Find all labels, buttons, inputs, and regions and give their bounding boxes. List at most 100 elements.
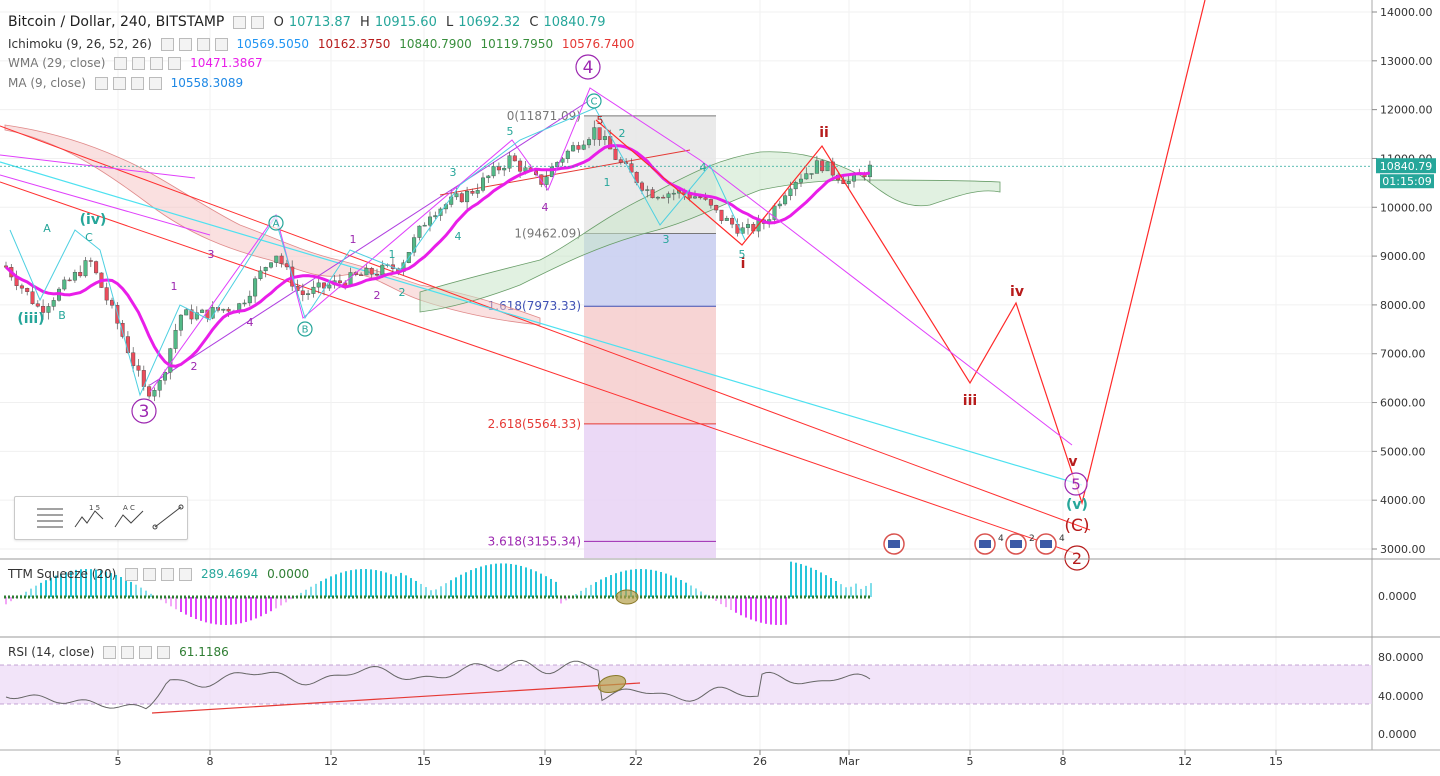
candle-body bbox=[502, 167, 507, 171]
eye-icon[interactable] bbox=[114, 57, 128, 70]
ma-value: 10558.3089 bbox=[170, 76, 244, 90]
candle-body bbox=[168, 348, 173, 373]
rsi-legend[interactable]: RSI (14, close) 61.1186 bbox=[8, 645, 234, 661]
ma-legend[interactable]: MA (9, close) 10558.3089 bbox=[8, 76, 248, 92]
trendlines[interactable] bbox=[0, 99, 1091, 556]
cyan-trendline[interactable] bbox=[0, 161, 1083, 486]
time-tick-label: 12 bbox=[1178, 755, 1192, 768]
candle-body bbox=[94, 261, 99, 274]
cyan-waves[interactable] bbox=[9, 107, 746, 397]
candle-body bbox=[62, 279, 67, 290]
wave-circle bbox=[1064, 545, 1090, 571]
symbol-title: Bitcoin / Dollar, 240, BITSTAMP bbox=[8, 14, 225, 30]
channel-lower[interactable] bbox=[0, 181, 1081, 556]
wave-label: 5 bbox=[507, 125, 514, 138]
eye-icon[interactable] bbox=[94, 77, 108, 90]
squeeze-v2: 0.0000 bbox=[267, 567, 310, 581]
candle-body bbox=[481, 177, 486, 191]
candle-body bbox=[131, 352, 136, 366]
wave-label: v bbox=[1068, 454, 1077, 470]
flag-fill bbox=[1040, 540, 1052, 548]
price-tick-label: 8000.00 bbox=[1380, 299, 1426, 312]
close-icon[interactable] bbox=[148, 77, 162, 90]
fib-tool-icon[interactable] bbox=[33, 503, 67, 531]
wave-label: iii bbox=[963, 393, 977, 409]
rsi-tick-label: 0.0000 bbox=[1378, 728, 1417, 741]
time-tick-label: 8 bbox=[207, 755, 214, 768]
close-icon[interactable] bbox=[214, 38, 228, 51]
wave-circle bbox=[1064, 472, 1088, 496]
price-axis[interactable]: 14000.0013000.0012000.0011000.0010000.00… bbox=[1372, 6, 1433, 556]
settings-icon[interactable] bbox=[112, 77, 126, 90]
wave-label: i bbox=[741, 256, 746, 272]
candle-body bbox=[698, 196, 703, 199]
candle-body bbox=[650, 189, 655, 199]
candle-body bbox=[804, 173, 809, 180]
wave-projection[interactable] bbox=[9, 0, 1206, 506]
rsi-tick-label: 40.0000 bbox=[1378, 690, 1424, 703]
candle-body bbox=[263, 267, 268, 272]
code-icon[interactable] bbox=[139, 646, 153, 659]
time-axis[interactable]: 5 8 12 15 19 22 26 Mar 5 8 12 15 bbox=[115, 750, 1284, 768]
code-icon[interactable] bbox=[150, 57, 164, 70]
candle-body bbox=[820, 160, 825, 172]
candle-body bbox=[475, 190, 480, 194]
time-tick-label: 19 bbox=[538, 755, 552, 768]
close-icon[interactable] bbox=[157, 646, 171, 659]
wave-label: 1 bbox=[604, 176, 611, 189]
ichimoku-v2: 10162.3750 bbox=[317, 37, 391, 51]
eye-icon[interactable] bbox=[103, 646, 117, 659]
trendline-icon[interactable] bbox=[151, 503, 185, 531]
eye-icon[interactable] bbox=[160, 38, 174, 51]
close-icon[interactable] bbox=[168, 57, 182, 70]
wave-label: 1 bbox=[171, 280, 178, 293]
ichimoku-legend[interactable]: Ichimoku (9, 26, 52, 26) 10569.5050 1016… bbox=[8, 37, 639, 53]
code-icon[interactable] bbox=[161, 568, 175, 581]
candle-body bbox=[719, 209, 724, 221]
code-icon[interactable] bbox=[130, 77, 144, 90]
event-badges[interactable]: 4 2 4 bbox=[883, 533, 1065, 555]
squeeze-label: TTM Squeeze (20) bbox=[8, 567, 117, 581]
settings-icon[interactable] bbox=[132, 57, 146, 70]
wave-circle-label: C bbox=[591, 97, 598, 108]
wave-circle-label: A bbox=[273, 219, 280, 230]
settings-icon[interactable] bbox=[178, 38, 192, 51]
elliott-correction-icon[interactable]: A C bbox=[113, 503, 147, 531]
close-icon[interactable] bbox=[179, 568, 193, 581]
elliott-impulse-icon[interactable]: 1 5 bbox=[73, 503, 107, 531]
candle-body bbox=[247, 295, 252, 304]
wave-circle-label: 5 bbox=[1071, 475, 1081, 493]
candle-body bbox=[454, 193, 459, 198]
code-icon[interactable] bbox=[196, 38, 210, 51]
eye-icon[interactable] bbox=[125, 568, 139, 581]
red-projection[interactable] bbox=[595, 0, 1206, 506]
ichimoku-v3: 10840.7900 bbox=[399, 37, 472, 51]
candle-body bbox=[83, 260, 88, 277]
candle-body bbox=[269, 262, 274, 268]
high-label: H bbox=[360, 15, 370, 30]
wave-label: 4 bbox=[700, 161, 707, 174]
wave-channel[interactable] bbox=[149, 99, 591, 386]
channel-upper[interactable] bbox=[0, 125, 1091, 531]
candle-body bbox=[571, 145, 576, 152]
candle-body bbox=[311, 286, 316, 294]
candle-body bbox=[51, 300, 56, 307]
time-tick-label: 15 bbox=[417, 755, 431, 768]
wma-legend[interactable]: WMA (29, close) 10471.3867 bbox=[8, 56, 268, 72]
squeeze-pane bbox=[4, 561, 872, 625]
candle-body bbox=[41, 306, 46, 313]
candle-body bbox=[629, 163, 634, 173]
wave-circle-label: B bbox=[302, 325, 309, 336]
squeeze-legend[interactable]: TTM Squeeze (20) 289.4694 0.0000 bbox=[8, 567, 314, 583]
magenta-waves[interactable] bbox=[149, 87, 1073, 446]
settings-icon[interactable] bbox=[121, 646, 135, 659]
candle-body bbox=[602, 136, 607, 140]
magenta-trendline-2[interactable] bbox=[0, 174, 211, 236]
candle-body bbox=[576, 145, 581, 150]
fib-level-label: 3.618(3155.34) bbox=[488, 534, 581, 548]
settings-icon[interactable] bbox=[143, 568, 157, 581]
hide-icon[interactable] bbox=[251, 16, 265, 29]
settings-icon[interactable] bbox=[233, 16, 247, 29]
drawing-toolbar[interactable]: 1 5 A C bbox=[14, 496, 188, 540]
